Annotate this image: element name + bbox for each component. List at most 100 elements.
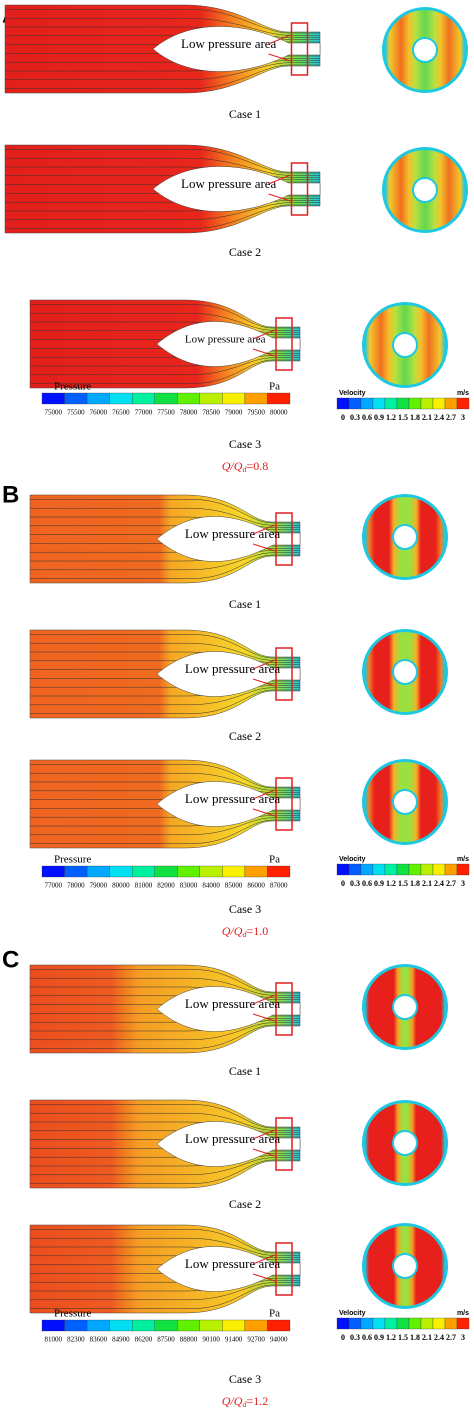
- case-label: Case 2: [229, 729, 261, 743]
- streamline: [5, 9, 320, 34]
- colorbar-segment: [41, 865, 65, 878]
- colorbar-tick-label: 1.8: [410, 879, 420, 888]
- colorbar-segment: [432, 397, 446, 410]
- flow-ratio-value: =0.8: [246, 459, 268, 473]
- colorbar-segment: [420, 397, 434, 410]
- colorbar-unit: Pa: [269, 381, 280, 393]
- colorbar-tick-label: 2.4: [434, 879, 444, 888]
- annotation: Low pressure area: [185, 1256, 281, 1271]
- colorbar-segment: [222, 865, 246, 878]
- streamline: [30, 499, 300, 524]
- colorbar-tick-label: 1.5: [398, 879, 408, 888]
- colorbar-segment: [420, 863, 434, 876]
- colorbar-segment: [267, 1319, 291, 1332]
- colorbar-title: Velocity: [339, 856, 366, 863]
- colorbar-segment: [109, 1319, 133, 1332]
- colorbar-segment: [372, 397, 386, 410]
- streamline: [30, 359, 300, 384]
- colorbar-title: Pressure: [54, 1308, 91, 1320]
- velocity-hub: [392, 789, 418, 815]
- colorbar-segment: [177, 392, 200, 405]
- velocity-hub: [392, 659, 418, 685]
- highlight-box: [275, 647, 293, 701]
- colorbar-tick-label: 78000: [180, 409, 198, 417]
- leader-line: [252, 329, 276, 357]
- leader-line: [252, 524, 276, 552]
- flow-ratio-subscript: d: [242, 930, 247, 939]
- colorbar-segment: [456, 863, 470, 876]
- streamline: [5, 64, 320, 89]
- colorbar-title: Pressure: [54, 854, 91, 866]
- flow-divider: [156, 1121, 301, 1167]
- colorbar-segment: [408, 1317, 422, 1330]
- highlight-box: [275, 512, 293, 566]
- streamline: [5, 17, 320, 36]
- colorbar-tick-label: 1.5: [398, 413, 408, 422]
- colorbar-tick-label: 2.7: [446, 413, 456, 422]
- colorbar-segment: [132, 392, 155, 405]
- highlight-box: [275, 317, 293, 371]
- colorbar-segment: [444, 863, 458, 876]
- colorbar-tick-label: 77000: [135, 409, 153, 417]
- colorbar-segment: [360, 397, 374, 410]
- colorbar-tick-label: 92700: [247, 1336, 265, 1344]
- streamline: [30, 304, 300, 329]
- streamline: [30, 969, 300, 994]
- annotation: Low pressure area: [185, 791, 281, 806]
- highlight-box: [275, 982, 293, 1036]
- colorbar-tick-label: 0.3: [350, 413, 360, 422]
- colorbar-segment: [86, 1319, 110, 1332]
- colorbar-segment: [396, 863, 410, 876]
- colorbar-unit: m/s: [457, 856, 469, 863]
- colorbar-segment: [336, 1317, 350, 1330]
- colorbar-segment: [432, 1317, 446, 1330]
- colorbar-tick-label: 79000: [225, 409, 243, 417]
- colorbar-tick-label: 2.4: [434, 1333, 444, 1342]
- flow-divider: [156, 986, 301, 1032]
- flow-ratio-subscript: d: [242, 1400, 247, 1408]
- colorbar-title: Velocity: [339, 1310, 366, 1317]
- colorbar-segment: [154, 392, 178, 405]
- colorbar-segment: [41, 1319, 65, 1332]
- colorbar-tick-label: 2.7: [446, 1333, 456, 1342]
- colorbar-tick-label: 1.2: [386, 413, 396, 422]
- colorbar-tick-label: 75000: [45, 409, 63, 417]
- colorbar-tick-label: 0.6: [362, 413, 372, 422]
- colorbar-segment: [384, 397, 398, 410]
- velocity-hub: [392, 1130, 418, 1156]
- colorbar-tick-label: 0.6: [362, 879, 372, 888]
- flow-ratio-subscript: d: [242, 465, 247, 474]
- leader-line: [252, 1129, 276, 1157]
- highlight-box: [275, 1242, 293, 1296]
- streamline: [30, 1284, 300, 1309]
- colorbar-segment: [384, 1317, 398, 1330]
- streamline: [5, 204, 320, 229]
- colorbar-segment: [384, 863, 398, 876]
- colorbar-segment: [372, 1317, 386, 1330]
- colorbar-tick-label: 0.3: [350, 1333, 360, 1342]
- colorbar-segment: [336, 397, 350, 410]
- colorbar-segment: [199, 1319, 223, 1332]
- streamline: [5, 149, 320, 174]
- colorbar-tick-label: 2.1: [422, 1333, 432, 1342]
- streamline: [30, 1022, 300, 1041]
- colorbar-tick-label: 78500: [202, 409, 220, 417]
- streamline: [30, 687, 300, 706]
- streamline: [30, 1282, 300, 1301]
- colorbar-segment: [64, 865, 88, 878]
- colorbar-segment: [420, 1317, 434, 1330]
- streamline: [30, 817, 300, 836]
- colorbar-segment: [86, 865, 110, 878]
- colorbar-segment: [372, 863, 386, 876]
- highlight-box: [290, 162, 309, 216]
- colorbar-segment: [267, 865, 291, 878]
- leader-line: [252, 659, 276, 687]
- colorbar-tick-label: 3: [461, 879, 465, 888]
- colorbar-tick-label: 77000: [45, 882, 63, 890]
- colorbar-tick-label: 81000: [135, 882, 153, 890]
- flow-ratio-prefix: Q/Q: [222, 1394, 243, 1408]
- flow-ratio: Q/Qd=0.8: [222, 459, 268, 474]
- highlight-box: [275, 1117, 293, 1171]
- colorbar-tick-label: 76000: [90, 409, 108, 417]
- colorbar-tick-label: 75500: [67, 409, 85, 417]
